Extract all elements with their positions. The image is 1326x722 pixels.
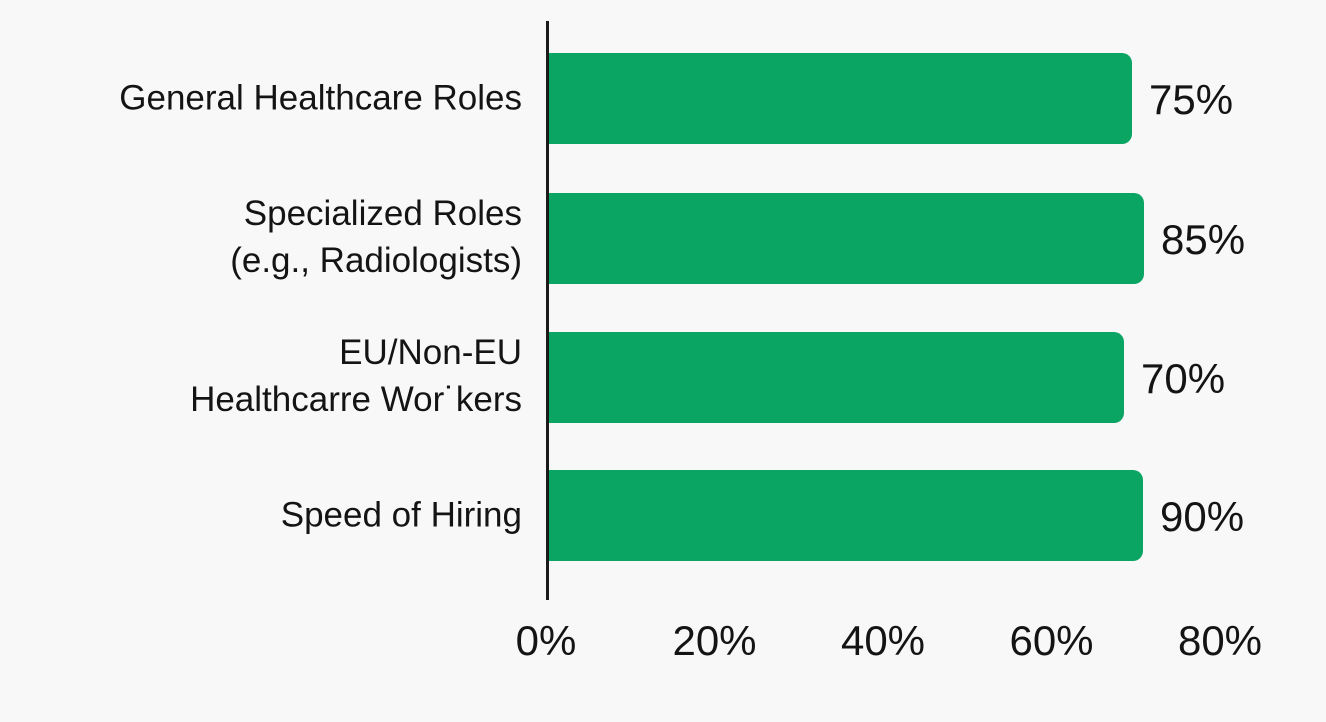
category-label: General Healthcare Roles (119, 78, 522, 118)
bar (549, 193, 1144, 284)
value-label: 75% (1149, 75, 1234, 123)
value-label: 85% (1161, 215, 1246, 263)
value-label: 90% (1160, 492, 1245, 540)
x-axis-tick-label: 60% (1009, 617, 1094, 664)
category-label: Speed of Hiring (280, 495, 522, 535)
bar (549, 332, 1124, 423)
x-axis-tick-label: 80% (1177, 617, 1263, 664)
category-label: Specialized Roles (e.g., Radiologists) (230, 193, 522, 280)
value-label: 70% (1141, 354, 1226, 402)
x-axis-tick-label: 20% (672, 617, 757, 664)
x-axis-tick-label: 40% (840, 617, 926, 664)
y-axis-line (546, 21, 549, 600)
x-axis-tick-label: 0% (515, 617, 577, 664)
bar (549, 470, 1143, 561)
bar (549, 53, 1132, 144)
category-label: EU/Non-EU Healthcarre Wor˙kers (190, 332, 522, 419)
